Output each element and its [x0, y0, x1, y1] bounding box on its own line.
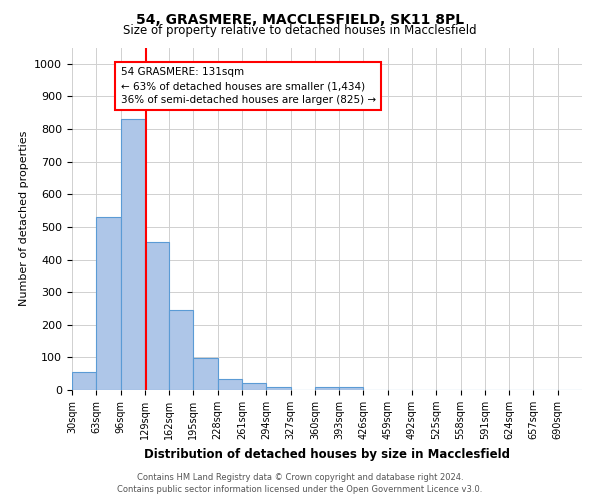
Bar	[266, 386, 290, 390]
Bar	[169, 310, 193, 390]
Bar	[72, 372, 96, 390]
Bar	[193, 358, 218, 390]
Text: Size of property relative to detached houses in Macclesfield: Size of property relative to detached ho…	[123, 24, 477, 37]
Text: 54 GRASMERE: 131sqm
← 63% of detached houses are smaller (1,434)
36% of semi-det: 54 GRASMERE: 131sqm ← 63% of detached ho…	[121, 67, 376, 105]
Text: 54, GRASMERE, MACCLESFIELD, SK11 8PL: 54, GRASMERE, MACCLESFIELD, SK11 8PL	[136, 12, 464, 26]
Text: Contains HM Land Registry data © Crown copyright and database right 2024.
Contai: Contains HM Land Registry data © Crown c…	[118, 473, 482, 494]
Y-axis label: Number of detached properties: Number of detached properties	[19, 131, 29, 306]
Bar	[121, 120, 145, 390]
Bar	[242, 383, 266, 390]
Bar	[218, 378, 242, 390]
Bar	[339, 386, 364, 390]
X-axis label: Distribution of detached houses by size in Macclesfield: Distribution of detached houses by size …	[144, 448, 510, 460]
Bar	[145, 242, 169, 390]
Bar	[315, 388, 339, 390]
Bar	[96, 217, 121, 390]
